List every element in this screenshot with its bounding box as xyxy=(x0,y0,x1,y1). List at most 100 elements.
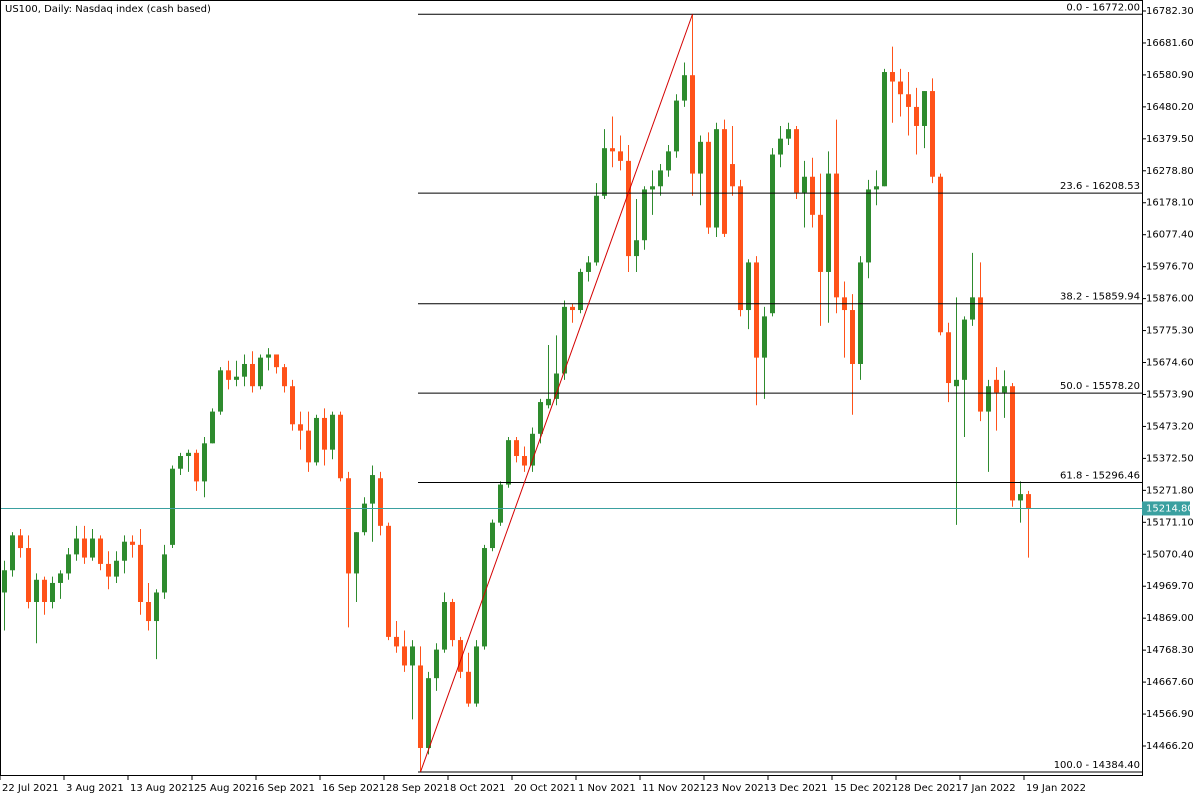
candle-body xyxy=(650,186,655,190)
candle-body xyxy=(786,129,791,139)
candle-body xyxy=(266,354,271,358)
y-tick-label: 16278.80 xyxy=(1146,166,1194,177)
candle-body xyxy=(10,535,15,571)
candle-body xyxy=(914,106,919,126)
candle-body xyxy=(802,176,807,193)
x-tick-label: 13 Aug 2021 xyxy=(130,783,194,794)
candle-body xyxy=(586,262,591,272)
candle-body xyxy=(850,310,855,364)
x-tick-label: 3 Dec 2021 xyxy=(770,783,828,794)
candle-body xyxy=(930,91,935,177)
candle-body xyxy=(394,636,399,647)
candle-body xyxy=(538,402,543,434)
candle-body xyxy=(418,665,423,748)
x-tick-label: 15 Dec 2021 xyxy=(834,783,898,794)
fib-label: 23.6 - 16208.53 xyxy=(1060,181,1140,192)
candle-body xyxy=(682,75,687,101)
candle-body xyxy=(506,440,511,485)
candle-body xyxy=(442,601,447,650)
candle-body xyxy=(178,456,183,469)
y-tick-label: 14566.90 xyxy=(1146,709,1194,720)
candle-body xyxy=(34,579,39,602)
candle-body xyxy=(74,538,79,555)
candle-body xyxy=(138,544,143,602)
candle-body xyxy=(434,649,439,679)
candle-body xyxy=(882,72,887,187)
candle-body xyxy=(562,306,567,374)
candle-body xyxy=(258,357,263,387)
chart-title: US100, Daily: Nasdaq index (cash based) xyxy=(5,4,211,15)
y-tick-label: 16681.60 xyxy=(1146,38,1194,49)
candle-body xyxy=(450,601,455,641)
candle-body xyxy=(906,94,911,107)
candle-body xyxy=(626,160,631,257)
candle-body xyxy=(514,440,519,457)
candle-body xyxy=(1010,386,1015,501)
candle-body xyxy=(194,452,199,482)
candle-body xyxy=(570,306,575,311)
y-tick-label: 15775.30 xyxy=(1146,326,1194,337)
candle-body xyxy=(82,538,87,558)
candle-body xyxy=(970,297,975,320)
candle-body xyxy=(162,554,167,593)
candle-body xyxy=(2,570,7,593)
x-tick-label: 6 Sep 2021 xyxy=(258,783,315,794)
candle-body xyxy=(426,678,431,748)
candle-body xyxy=(186,452,191,457)
fib-trend-line xyxy=(420,14,693,773)
y-tick-label: 16782.30 xyxy=(1146,6,1194,17)
candle-body xyxy=(634,240,639,257)
candle-body xyxy=(714,129,719,228)
candle-body xyxy=(90,538,95,558)
x-tick-label: 28 Dec 2021 xyxy=(898,783,962,794)
fib-label: 61.8 - 15296.46 xyxy=(1060,471,1140,482)
candle-body xyxy=(858,262,863,364)
candle-body xyxy=(218,370,223,412)
y-tick-label: 14969.70 xyxy=(1146,581,1194,592)
candle-body xyxy=(314,417,319,463)
candle-body xyxy=(938,176,943,333)
fib-label: 100.0 - 14384.40 xyxy=(1054,760,1140,771)
y-tick-label: 15876.00 xyxy=(1146,294,1194,305)
y-tick-label: 15271.80 xyxy=(1146,485,1194,496)
candle-body xyxy=(50,582,55,602)
candle-body xyxy=(746,262,751,311)
candle-body xyxy=(482,548,487,647)
y-tick-label: 14869.00 xyxy=(1146,613,1194,624)
candle-body xyxy=(154,592,159,622)
candle-body xyxy=(114,560,119,577)
candle-body xyxy=(954,379,959,387)
candle-body xyxy=(1018,494,1023,501)
candle-body xyxy=(810,176,815,215)
candle-body xyxy=(322,417,327,450)
plot-frame xyxy=(0,0,1143,776)
candle-body xyxy=(146,601,151,622)
candle-body xyxy=(618,151,623,161)
y-tick-label: 16580.90 xyxy=(1146,70,1194,81)
candle-body xyxy=(666,151,671,171)
y-tick-label: 15473.20 xyxy=(1146,421,1194,432)
candle-body xyxy=(578,271,583,311)
candle-body xyxy=(386,525,391,637)
candle-body xyxy=(378,478,383,526)
candle-body xyxy=(226,370,231,380)
candle-body xyxy=(306,430,311,463)
candle-body xyxy=(370,475,375,504)
fib-label: 0.0 - 16772.00 xyxy=(1066,2,1140,13)
current-price-label: 15214.80 xyxy=(1146,503,1194,514)
y-tick-label: 14466.20 xyxy=(1146,741,1194,752)
candle-body xyxy=(338,414,343,479)
x-tick-label: 25 Aug 2021 xyxy=(194,783,258,794)
candle-body xyxy=(554,373,559,399)
candle-body xyxy=(698,141,703,174)
y-tick-label: 15976.70 xyxy=(1146,262,1194,273)
candle-body xyxy=(362,503,367,533)
candle-body xyxy=(674,100,679,152)
candle-body xyxy=(210,411,215,444)
candle-body xyxy=(498,484,503,523)
candle-body xyxy=(522,456,527,466)
candle-body xyxy=(58,573,63,583)
candle-body xyxy=(290,386,295,425)
candle-body xyxy=(354,532,359,574)
candle-body xyxy=(978,297,983,412)
